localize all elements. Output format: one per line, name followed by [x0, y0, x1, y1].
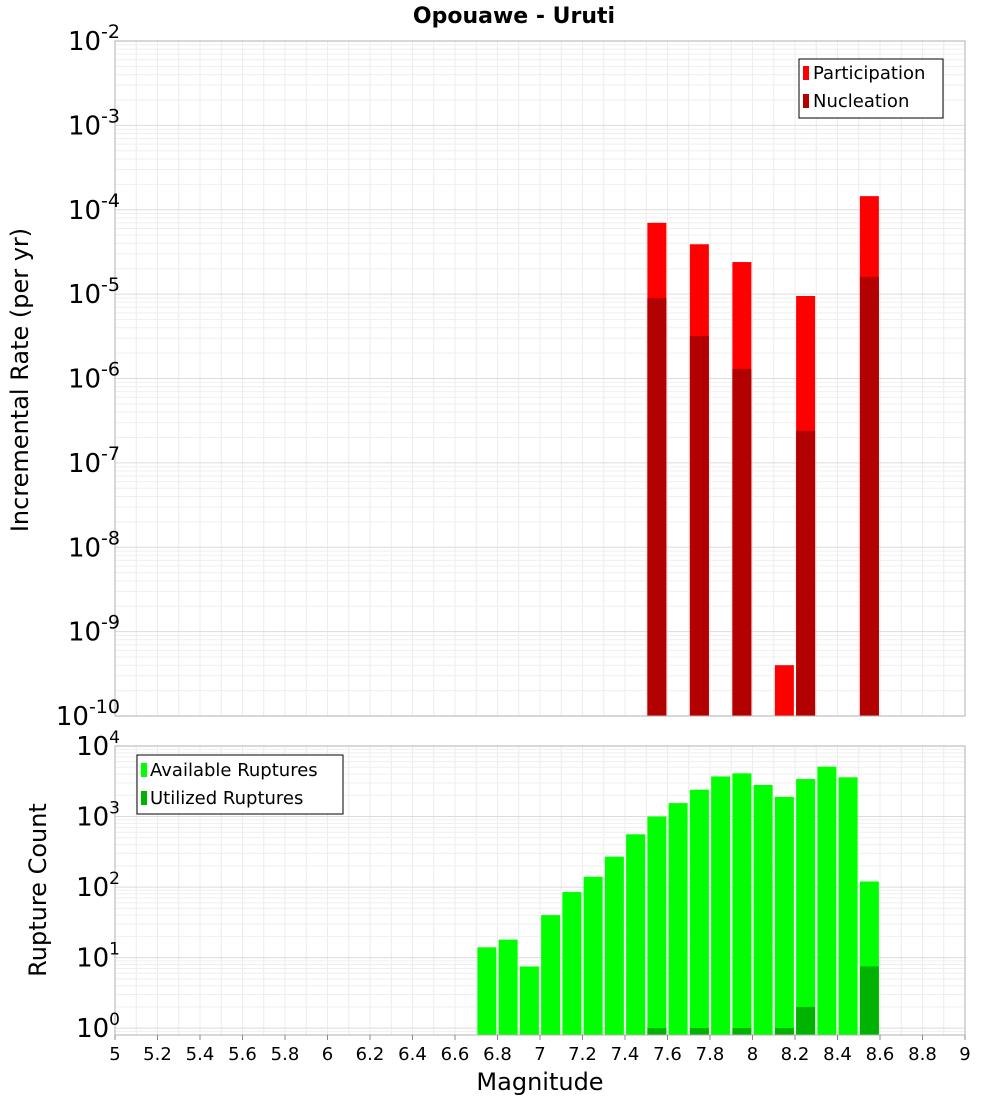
top-grid [114, 40, 966, 717]
bottom-bar-available-ruptures [519, 966, 539, 1035]
top-y-tick-label: 10-9 [68, 612, 120, 648]
bottom-y-ticks: 100 101 102 103 104 [76, 728, 120, 1044]
x-tick-label: 7.2 [568, 1044, 597, 1065]
top-bars [647, 196, 879, 717]
top-y-tick-label: 10-2 [68, 21, 120, 57]
top-legend: Participation Nucleation [798, 58, 944, 119]
bottom-bar-available-ruptures [732, 773, 752, 1035]
legend-label-available-ruptures: Available Ruptures [150, 760, 318, 781]
bottom-legend-box [136, 754, 344, 815]
top-legend-box [798, 58, 944, 119]
top-bar-nucleation [796, 430, 816, 716]
x-tick-label: 7.6 [653, 1044, 682, 1065]
top-bar-nucleation [732, 368, 752, 716]
bottom-bar-available-ruptures [604, 856, 624, 1035]
top-bar-nucleation [859, 276, 879, 716]
bottom-bar-available-ruptures [689, 789, 709, 1035]
top-bar-nucleation [647, 297, 667, 716]
x-axis-label: Magnitude [476, 1068, 603, 1096]
top-y-tick-label: 10-3 [68, 105, 120, 141]
x-tick-label: 7 [534, 1044, 545, 1065]
bottom-bar-utilized-ruptures [647, 1028, 667, 1035]
bottom-bar-available-ruptures [477, 947, 497, 1035]
bottom-bar-utilized-ruptures [774, 1028, 794, 1035]
top-y-ticks: 10-10 10-9 10-8 10-7 10-6 10-5 10-4 10-3 10-2 [56, 21, 120, 732]
legend-swatch-nucleation [803, 94, 809, 108]
x-tick-label: 5 [109, 1044, 120, 1065]
bottom-bar-available-ruptures [668, 803, 688, 1035]
legend-swatch-participation [803, 66, 809, 80]
legend-swatch-available-ruptures [141, 763, 147, 777]
bottom-y-tick-label: 103 [76, 799, 120, 833]
bottom-bar-available-ruptures [796, 779, 816, 1035]
x-tick-label: 5.2 [143, 1044, 172, 1065]
x-tick-label: 6.2 [356, 1044, 385, 1065]
bottom-bar-available-ruptures [498, 939, 518, 1035]
x-tick-label: 8.4 [823, 1044, 852, 1065]
top-y-tick-label: 10-7 [68, 443, 120, 479]
x-tick-label: 8.8 [908, 1044, 937, 1065]
x-tick-label: 6.8 [483, 1044, 512, 1065]
x-ticks: 5 5.2 5.4 5.6 5.8 6 6.2 6.4 6.6 6.8 7 7.2 7.4 7.6 7.8 8… [109, 1035, 971, 1065]
top-bar-nucleation [689, 335, 709, 716]
chart-title: Opouawe - Uruti [413, 4, 615, 29]
bottom-bar-available-ruptures [774, 796, 794, 1035]
bottom-bar-available-ruptures [647, 816, 667, 1035]
bottom-bar-available-ruptures [626, 834, 646, 1035]
top-y-tick-label: 10-10 [56, 696, 120, 732]
bottom-bar-available-ruptures [711, 776, 731, 1035]
bottom-bar-available-ruptures [753, 784, 773, 1035]
x-tick-label: 5.6 [228, 1044, 257, 1065]
x-tick-label: 8.6 [866, 1044, 895, 1065]
bottom-bar-utilized-ruptures [796, 1006, 816, 1035]
bottom-bar-available-ruptures [541, 915, 561, 1035]
x-tick-label: 5.4 [186, 1044, 215, 1065]
x-tick-label: 9 [959, 1044, 970, 1065]
bottom-bars [477, 766, 879, 1035]
top-bar-participation [774, 665, 794, 716]
bottom-y-tick-label: 102 [76, 869, 120, 903]
bottom-y-tick-label: 100 [76, 1010, 120, 1044]
x-tick-label: 5.8 [271, 1044, 300, 1065]
x-tick-label: 6.6 [441, 1044, 470, 1065]
x-tick-label: 6.4 [398, 1044, 427, 1065]
bottom-legend: Available Ruptures Utilized Ruptures [136, 754, 344, 815]
legend-label-participation: Participation [813, 63, 925, 84]
x-tick-label: 7.8 [696, 1044, 725, 1065]
top-plot-frame [114, 40, 966, 717]
bottom-y-axis-label: Rupture Count [24, 803, 52, 977]
bottom-bar-utilized-ruptures [689, 1028, 709, 1035]
top-y-axis-label: Incremental Rate (per yr) [6, 228, 34, 532]
bottom-bar-available-ruptures [583, 876, 603, 1035]
bottom-bar-utilized-ruptures [732, 1028, 752, 1035]
x-tick-label: 6 [322, 1044, 333, 1065]
bottom-bar-available-ruptures [562, 892, 582, 1035]
legend-label-utilized-ruptures: Utilized Ruptures [150, 788, 303, 809]
bottom-y-tick-label: 101 [76, 940, 120, 974]
bottom-bar-utilized-ruptures [859, 966, 879, 1035]
top-y-tick-label: 10-5 [68, 274, 120, 310]
top-y-tick-label: 10-6 [68, 359, 120, 395]
bottom-bar-available-ruptures [838, 777, 858, 1035]
top-y-tick-label: 10-4 [68, 190, 120, 226]
legend-swatch-utilized-ruptures [141, 791, 147, 805]
x-tick-label: 8 [747, 1044, 758, 1065]
legend-label-nucleation: Nucleation [813, 91, 909, 112]
top-y-tick-label: 10-8 [68, 527, 120, 563]
bottom-bar-available-ruptures [817, 766, 837, 1035]
x-tick-label: 8.2 [781, 1044, 810, 1065]
bottom-y-tick-label: 104 [76, 728, 120, 762]
x-tick-label: 7.4 [611, 1044, 640, 1065]
